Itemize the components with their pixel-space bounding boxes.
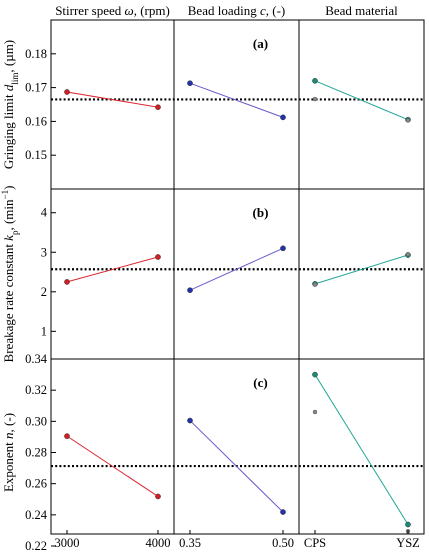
ytick-label-r1-2: 0.17 — [25, 81, 47, 95]
panel-frame-r2-c2 — [173, 188, 300, 360]
data-point-r3-c1-a — [64, 433, 70, 439]
ytick-label-r3-0: 0.22 — [25, 539, 47, 550]
ytick-label-r2-1: 2 — [41, 285, 47, 299]
data-point-r3-c1-b — [155, 493, 161, 500]
data-point-r1-c3-a — [312, 78, 318, 84]
series-line-r2-c3 — [314, 254, 409, 285]
ytick-label-r3-1: 0.24 — [25, 508, 48, 522]
ytick-label-r2-3: 4 — [41, 206, 48, 220]
ytick-label-r1-0: 0.15 — [25, 148, 47, 162]
series-line-r2-c1 — [66, 256, 159, 283]
ytick-label-r2-0: 1 — [41, 324, 47, 338]
xtick-label-c1-0: 3000 — [55, 536, 80, 550]
xtick-label-c1-1: 4000 — [146, 536, 171, 550]
secondary-point-r2-a — [312, 282, 318, 287]
panel-frame-r3-c1 — [50, 358, 175, 535]
ytick-label-r3-3: 0.28 — [25, 446, 47, 460]
series-line-r1-c2 — [189, 82, 284, 118]
column-header-bead-material: Bead material — [325, 3, 398, 18]
ytick-label-r3-5: 0.32 — [25, 383, 47, 397]
ylabel-r1: Gringing limit dlim, (µm) — [1, 40, 20, 169]
panel-label-r1: (a) — [253, 36, 268, 51]
series-line-r3-c3 — [314, 374, 409, 525]
xtick-label-c2-1: 0.50 — [272, 536, 294, 550]
data-point-r1-c2-a — [187, 80, 193, 87]
data-point-r3-c3-b — [405, 521, 411, 528]
secondary-point-r2-b — [405, 252, 411, 257]
data-point-r2-c2-b — [280, 245, 286, 252]
data-point-r3-c3-a — [312, 371, 318, 378]
column-header-bead-loading: Bead loading c, (-) — [188, 3, 286, 18]
panel-frame-r1-c3 — [298, 19, 425, 190]
series-line-r3-c1 — [66, 435, 159, 497]
series-line-r1-c3 — [314, 80, 409, 121]
secondary-point-r1-a — [312, 96, 318, 102]
series-line-r2-c2 — [189, 247, 284, 291]
data-point-r2-c2-a — [187, 287, 193, 294]
panel-label-r3: (c) — [253, 375, 267, 390]
panel-frame-r2-c3 — [298, 188, 425, 360]
data-point-r3-c2-b — [280, 509, 286, 515]
series-line-r3-c2 — [189, 420, 284, 513]
ytick-label-r1-1: 0.16 — [25, 114, 47, 128]
panel-label-r2: (b) — [253, 205, 269, 220]
ytick-label-r3-2: 0.26 — [25, 477, 47, 491]
ylabel-r2: Breakage rate constant kp, (min−1) — [0, 186, 20, 363]
ytick-label-r3-6: 0.34 — [25, 352, 48, 366]
ytick-label-r3-4: 0.30 — [25, 414, 47, 428]
ytick-label-r2-2: 3 — [41, 245, 47, 259]
panel-frame-r2-c1 — [50, 188, 175, 360]
xtick-label-c2-0: 0.35 — [179, 536, 201, 550]
panel-frame-r1-c2 — [173, 19, 300, 190]
series-line-r1-c1 — [66, 91, 159, 108]
xtick-label-c3-0: CPS — [304, 536, 326, 550]
panel-frame-r3-c3 — [298, 358, 425, 535]
secondary-point-r3-a — [312, 409, 318, 415]
data-point-r2-c1-a — [64, 279, 70, 285]
panel-frame-r3-c2 — [173, 358, 300, 535]
data-point-r1-c1-a — [64, 89, 70, 95]
data-point-r1-c2-b — [280, 114, 286, 121]
ylabel-r3: Exponent n, (-) — [1, 413, 16, 492]
ytick-label-r1-3: 0.18 — [25, 47, 47, 61]
data-point-r1-c1-b — [155, 104, 161, 111]
xtick-label-c3-1: YSZ — [396, 536, 420, 550]
data-point-r3-c2-a — [187, 417, 193, 424]
column-header-stirrer-speed: Stirrer speed ω, (rpm) — [55, 3, 170, 18]
data-point-r2-c1-b — [155, 254, 161, 260]
panel-frame-r1-c1 — [50, 19, 175, 190]
secondary-point-r1-b — [405, 118, 411, 123]
